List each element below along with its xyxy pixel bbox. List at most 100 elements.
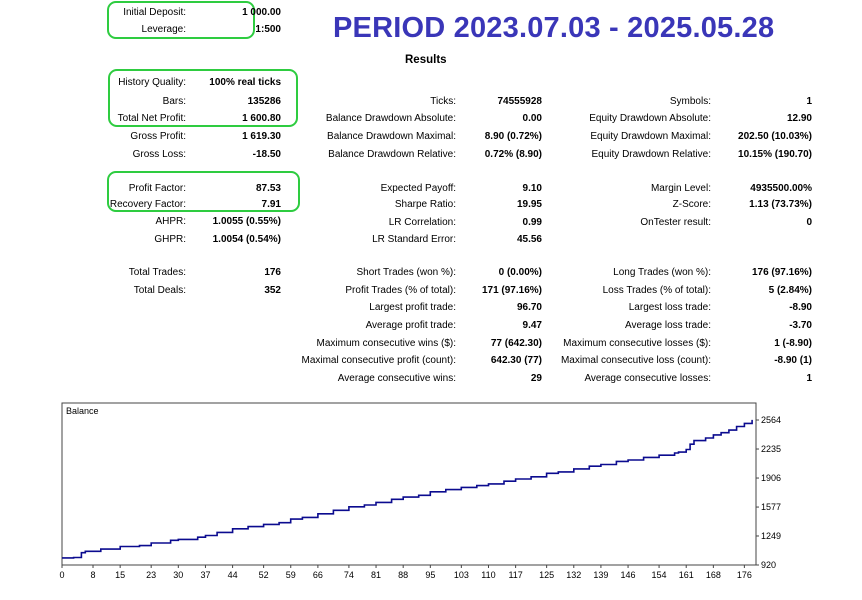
maximum-consecutive-losses-label: Maximum consecutive losses ($): [563,338,711,349]
history-quality-value: 100% real ticks [209,77,281,88]
recovery-factor-value: 7.91 [261,199,281,210]
expected-payoff-value: 9.10 [522,183,542,194]
maximum-consecutive-losses-value: 1 (-8.90) [774,338,812,349]
total-trades-label: Total Trades: [128,267,186,278]
recovery-factor-label: Recovery Factor: [109,199,186,210]
maximum-consecutive-wins-value: 77 (642.30) [490,338,542,349]
highlight-quality-profit [108,69,298,127]
initial-deposit-label: Initial Deposit: [123,7,186,18]
balance-chart: Balance 0 8 15 23 30 37 44 52 59 66 74 81 88 95 103 110… [59,402,781,580]
x-tick-label: 88 [398,570,408,580]
y-tick-label: 1577 [761,502,781,512]
total-net-profit-label: Total Net Profit: [117,113,186,124]
total-deals-value: 352 [264,285,281,296]
bars-value: 135286 [247,96,281,107]
total-net-profit-value: 1 600.80 [242,113,281,124]
balance-drawdown-absolute-value: 0.00 [522,113,542,124]
ticks-value: 74555928 [497,96,543,107]
ahpr-label: AHPR: [155,216,186,227]
z-score-value: 1.13 (73.73%) [749,199,812,210]
short-trades-won-label: Short Trades (won %): [356,267,456,278]
lr-correlation-value: 0.99 [522,217,542,228]
long-trades-won-label: Long Trades (won %): [613,267,711,278]
balance-series-line [62,419,753,559]
maximal-consecutive-profit-count-value: 642.30 (77) [490,355,542,366]
balance-drawdown-absolute-label: Balance Drawdown Absolute: [325,113,456,124]
initial-deposit-value: 1 000.00 [242,7,281,18]
maximal-consecutive-loss-count-label: Maximal consecutive loss (count): [560,355,711,366]
period-banner: PERIOD 2023.07.03 - 2025.05.28 [333,12,775,44]
ahpr-value: 1.0055 (0.55%) [212,216,281,227]
x-tick-label: 95 [425,570,435,580]
leverage-value: 1:500 [255,24,281,35]
loss-trades-of-total-value: 5 (2.84%) [768,285,812,296]
x-tick-label: 37 [200,570,210,580]
average-consecutive-losses-value: 1 [806,373,812,384]
average-consecutive-wins-label: Average consecutive wins: [337,373,456,384]
largest-profit-trade-label: Largest profit trade: [369,302,456,313]
equity-drawdown-absolute-label: Equity Drawdown Absolute: [589,113,711,124]
x-tick-label: 146 [621,570,636,580]
loss-trades-of-total-label: Loss Trades (% of total): [602,285,711,296]
expected-payoff-label: Expected Payoff: [380,183,456,194]
equity-drawdown-relative-value: 10.15% (190.70) [738,149,812,160]
maximum-consecutive-wins-label: Maximum consecutive wins ($): [316,338,456,349]
x-tick-label: 125 [539,570,554,580]
y-tick-label: 1249 [761,531,781,541]
y-tick-label: 1906 [761,473,781,483]
average-profit-trade-value: 9.47 [522,320,542,331]
equity-drawdown-absolute-value: 12.90 [786,113,812,124]
highlight-factors [107,171,300,212]
y-tick-label: 2235 [761,444,781,454]
highlight-deposit-leverage [107,1,255,39]
profit-factor-value: 87.53 [255,183,281,194]
profit-trades-of-total-value: 171 (97.16%) [481,285,542,296]
profit-trades-of-total-label: Profit Trades (% of total): [345,285,456,296]
balance-drawdown-maximal-value: 8.90 (0.72%) [484,131,542,142]
balance-drawdown-maximal-label: Balance Drawdown Maximal: [327,131,456,142]
largest-loss-trade-label: Largest loss trade: [628,302,711,313]
x-tick-label: 15 [115,570,125,580]
ghpr-value: 1.0054 (0.54%) [212,234,281,245]
lr-correlation-label: LR Correlation: [388,217,456,228]
sharpe-ratio-value: 19.95 [516,199,542,210]
chart-title: Balance [66,406,99,416]
x-tick-label: 52 [259,570,269,580]
symbols-label: Symbols: [669,96,711,107]
ontester-result-value: 0 [806,217,812,228]
equity-drawdown-relative-label: Equity Drawdown Relative: [591,149,712,160]
largest-profit-trade-value: 96.70 [516,302,542,313]
margin-level-value: 4935500.00% [750,183,812,194]
leverage-label: Leverage: [141,24,186,35]
symbols-value: 1 [806,96,812,107]
y-tick-label: 2564 [761,415,781,425]
sharpe-ratio-label: Sharpe Ratio: [394,199,456,210]
long-trades-won-value: 176 (97.16%) [751,267,812,278]
profit-factor-label: Profit Factor: [128,183,186,194]
lr-standard-error-label: LR Standard Error: [372,234,456,245]
x-tick-label: 23 [146,570,156,580]
x-tick-label: 161 [679,570,694,580]
x-tick-label: 168 [706,570,721,580]
gross-profit-label: Gross Profit: [130,131,186,142]
results-title: Results [405,54,447,66]
gross-loss-label: Gross Loss: [132,149,186,160]
x-tick-label: 154 [652,570,667,580]
history-quality-label: History Quality: [118,77,186,88]
x-tick-label: 81 [371,570,381,580]
x-tick-label: 176 [737,570,752,580]
balance-drawdown-relative-value: 0.72% (8.90) [484,149,542,160]
margin-level-label: Margin Level: [650,183,711,194]
z-score-label: Z-Score: [672,199,711,210]
x-tick-label: 59 [286,570,296,580]
average-consecutive-losses-label: Average consecutive losses: [584,373,711,384]
equity-drawdown-maximal-label: Equity Drawdown Maximal: [590,131,711,142]
x-tick-label: 30 [173,570,183,580]
chart-plot-area [61,402,757,566]
y-axis: 920 1249 1577 1906 2235 2564 [756,415,781,570]
balance-drawdown-relative-label: Balance Drawdown Relative: [328,149,456,160]
x-tick-label: 66 [313,570,323,580]
x-tick-label: 117 [508,570,522,580]
lr-standard-error-value: 45.56 [516,234,542,245]
ticks-label: Ticks: [430,96,456,107]
